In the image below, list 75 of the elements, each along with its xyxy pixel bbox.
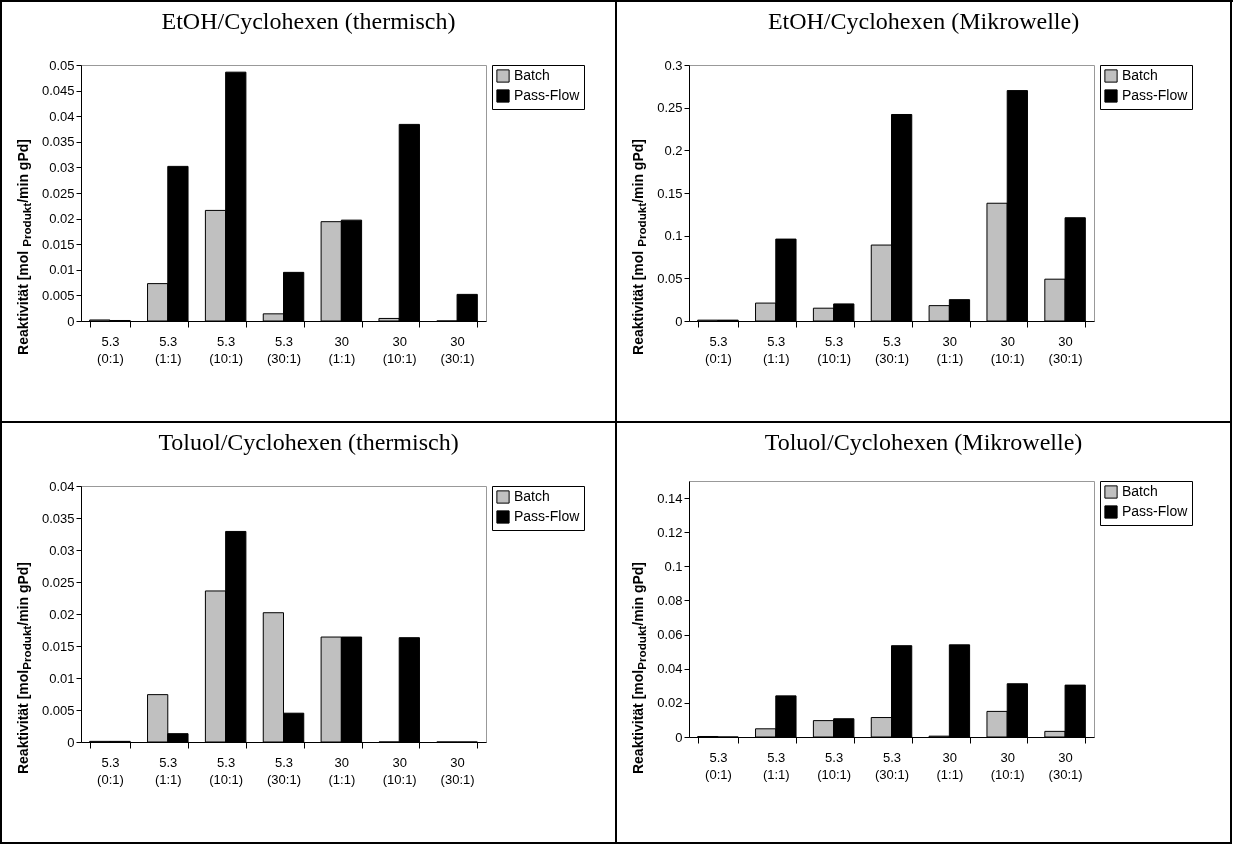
x-tick-label: 5.3 (0:1): [705, 333, 732, 366]
x-tick-label: 5.3 (1:1): [154, 754, 182, 787]
y-tick-label: 0.045: [41, 83, 75, 99]
legend-label: Batch: [1122, 67, 1158, 83]
x-tick-label: 30 (1:1): [936, 749, 964, 782]
y-tick-label: 0.02: [49, 606, 75, 622]
x-tick-label: 5.3 (1:1): [762, 749, 790, 782]
chart-title: Toluol/Cyclohexen (Mikrowelle): [763, 429, 1084, 456]
x-tick-label: 30 (10:1): [382, 333, 417, 366]
y-tick-label: 0.05: [657, 270, 683, 286]
x-tick-label: 5.3 (0:1): [97, 333, 124, 366]
y-tick-label: 0.25: [657, 100, 683, 116]
x-tick-label: 5.3 (0:1): [705, 749, 732, 782]
y-tick-label: 0.1: [664, 228, 683, 244]
y-tick-label: 0.04: [49, 478, 75, 494]
x-tick-label: 30 (30:1): [1048, 333, 1083, 366]
x-tick-label: 30 (10:1): [990, 749, 1025, 782]
y-tick-label: 0.025: [41, 574, 75, 590]
x-tick-label: 30 (30:1): [440, 333, 475, 366]
y-tick-label: 0: [675, 313, 683, 329]
x-tick-label: 5.3 (10:1): [209, 333, 244, 366]
y-tick-label: 0.015: [41, 638, 75, 654]
x-tick-label: 5.3 (0:1): [97, 754, 124, 787]
x-tick-label: 5.3 (10:1): [817, 749, 852, 782]
y-tick-label: 0.03: [49, 159, 75, 175]
y-tick-label: 0.005: [41, 702, 75, 718]
y-tick-label: 0.06: [657, 627, 683, 643]
y-tick-label: 0.1: [664, 558, 683, 574]
x-tick-label: 5.3 (1:1): [762, 333, 790, 366]
legend-label: Pass-Flow: [514, 508, 581, 524]
y-tick-label: 0.05: [49, 57, 75, 73]
x-tick-label: 5.3 (10:1): [817, 333, 852, 366]
y-tick-label: 0: [67, 734, 75, 750]
y-tick-label: 0.03: [49, 542, 75, 558]
y-tick-label: 0.035: [41, 134, 75, 150]
y-tick-label: 0: [67, 313, 75, 329]
chart-title: EtOH/Cyclohexen (thermisch): [160, 8, 457, 35]
x-tick-label: 5.3 (30:1): [875, 749, 909, 782]
y-tick-label: 0.02: [657, 695, 683, 711]
y-tick-label: 0.015: [41, 236, 75, 252]
x-tick-label: 30 (10:1): [990, 333, 1025, 366]
y-tick-label: 0.3: [664, 57, 683, 73]
x-tick-label: 30 (1:1): [936, 333, 964, 366]
y-tick-label: 0.04: [49, 108, 75, 124]
y-tick-label: 0.02: [49, 211, 75, 227]
legend-label: Batch: [514, 488, 550, 504]
x-tick-label: 5.3 (30:1): [267, 333, 301, 366]
y-tick-label: 0.12: [657, 524, 683, 540]
legend-label: Batch: [1122, 483, 1158, 499]
y-tick-label: 0.01: [49, 262, 75, 278]
legend-label: Batch: [514, 67, 550, 83]
legend-label: Pass-Flow: [514, 87, 581, 103]
x-tick-label: 30 (1:1): [328, 754, 356, 787]
y-tick-label: 0.025: [41, 185, 75, 201]
y-tick-label: 0.08: [657, 592, 683, 608]
chart-title: EtOH/Cyclohexen (Mikrowelle): [766, 8, 1081, 35]
x-tick-label: 30 (1:1): [328, 333, 356, 366]
x-tick-label: 5.3 (10:1): [209, 754, 244, 787]
x-tick-label: 5.3 (1:1): [154, 333, 182, 366]
x-tick-label: 5.3 (30:1): [267, 754, 301, 787]
y-tick-label: 0.14: [657, 490, 683, 506]
x-tick-label: 5.3 (30:1): [875, 333, 909, 366]
x-tick-label: 30 (30:1): [1048, 749, 1083, 782]
y-tick-label: 0.035: [41, 510, 75, 526]
y-tick-label: 0.04: [657, 661, 683, 677]
y-tick-label: 0.01: [49, 670, 75, 686]
x-tick-label: 30 (10:1): [382, 754, 417, 787]
y-tick-label: 0.15: [657, 185, 683, 201]
x-tick-label: 30 (30:1): [440, 754, 475, 787]
chart-title: Toluol/Cyclohexen (thermisch): [157, 429, 460, 456]
y-tick-label: 0: [675, 729, 683, 745]
legend-label: Pass-Flow: [1122, 503, 1189, 519]
legend-label: Pass-Flow: [1122, 87, 1189, 103]
y-tick-label: 0.005: [41, 287, 75, 303]
y-tick-label: 0.2: [664, 142, 683, 158]
